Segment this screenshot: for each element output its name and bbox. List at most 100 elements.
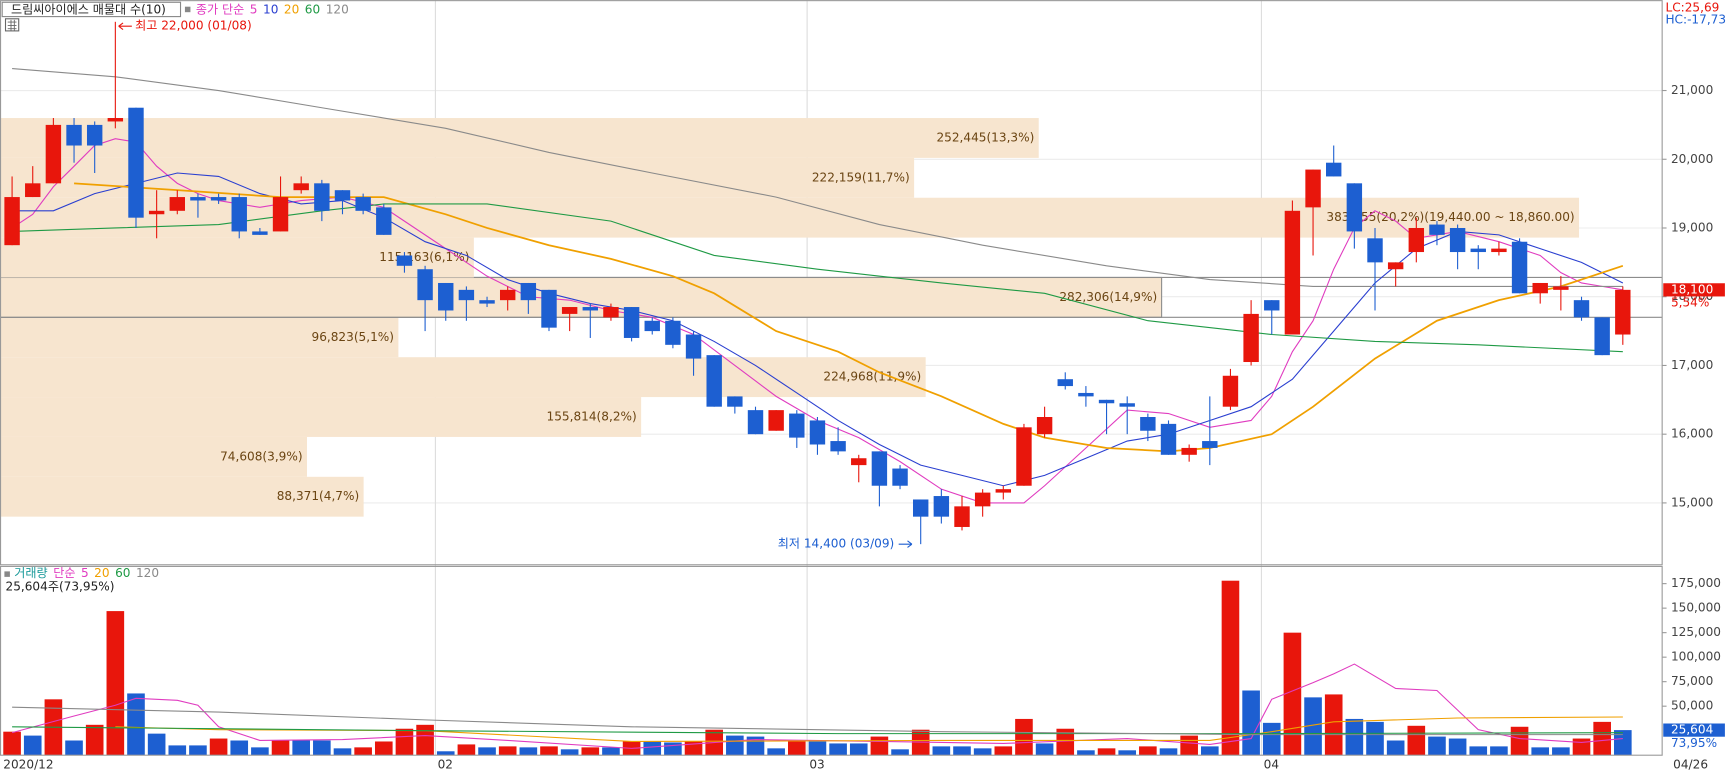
y-tick-label: 16,000 bbox=[1671, 427, 1713, 441]
volume-bar bbox=[478, 747, 496, 756]
legend-entry: 120 bbox=[326, 2, 349, 16]
y-tick-label: 15,000 bbox=[1671, 495, 1713, 509]
profile-label: 74,608(3,9%) bbox=[220, 449, 302, 463]
volume-bar bbox=[1428, 736, 1446, 756]
volume-bar bbox=[1056, 728, 1075, 756]
volume-bar bbox=[3, 731, 21, 756]
profile-label: 88,371(4,7%) bbox=[277, 489, 359, 503]
candle-body bbox=[541, 289, 557, 328]
price-ma-line bbox=[74, 182, 1624, 453]
volume-bar bbox=[1324, 694, 1343, 756]
candle-body bbox=[86, 124, 103, 146]
volume-bar bbox=[1448, 738, 1467, 756]
candle-body bbox=[479, 300, 495, 304]
candle-body bbox=[417, 269, 433, 301]
candle-body bbox=[1553, 286, 1569, 290]
volume-bar bbox=[787, 741, 806, 756]
volume-legend-entry: 20 bbox=[94, 566, 109, 580]
volume-bar bbox=[994, 746, 1013, 756]
profile-bar bbox=[0, 436, 307, 477]
volume-y-tick-label: 50,000 bbox=[1671, 699, 1713, 713]
volume-bar bbox=[251, 747, 269, 756]
candle-body bbox=[355, 197, 371, 211]
volume-bar bbox=[1490, 746, 1508, 756]
volume-bar bbox=[1304, 697, 1322, 756]
candle-body bbox=[293, 183, 309, 191]
candle-body bbox=[1511, 241, 1528, 294]
candle-body bbox=[974, 492, 991, 507]
volume-y-tick-label: 100,000 bbox=[1671, 650, 1721, 664]
volume-bar bbox=[1614, 730, 1632, 756]
volume-y-tick-label: 150,000 bbox=[1671, 601, 1721, 615]
profile-bar bbox=[0, 276, 1163, 318]
legend-entry: 5 bbox=[250, 2, 258, 16]
settings-icon-grid bbox=[7, 19, 17, 31]
candle-body bbox=[747, 410, 764, 435]
volume-ma-line bbox=[11, 663, 1623, 749]
profile-bar bbox=[0, 397, 642, 437]
candle-body bbox=[871, 451, 888, 486]
title-box bbox=[1, 1, 182, 18]
volume-bar bbox=[1262, 722, 1281, 756]
candle-body bbox=[334, 190, 351, 201]
candle-body bbox=[1202, 441, 1218, 448]
volume-legend-title: 거래량 bbox=[14, 566, 47, 580]
y-tick-label: 20,000 bbox=[1671, 152, 1713, 166]
volume-bar bbox=[498, 746, 517, 756]
profile-bar bbox=[0, 157, 915, 198]
volume-bar bbox=[1345, 718, 1364, 756]
volume-bar bbox=[209, 738, 228, 756]
volume-summary: 25,604주(73,95%) bbox=[6, 579, 115, 593]
price-tag-label: 18,100 bbox=[1671, 282, 1713, 296]
candle-body bbox=[520, 282, 537, 301]
candle-body bbox=[231, 197, 247, 232]
candle-body bbox=[1449, 227, 1466, 253]
volume-bar bbox=[953, 746, 971, 756]
candle-body bbox=[1615, 289, 1631, 335]
candle-layer bbox=[4, 21, 1631, 545]
legend-entry: 60 bbox=[305, 2, 320, 16]
candle-body bbox=[148, 210, 165, 215]
hc-label: HC:-17,73 bbox=[1665, 12, 1726, 26]
volume-bar bbox=[643, 741, 662, 756]
volume-bar bbox=[1201, 746, 1219, 756]
candle-body bbox=[644, 320, 660, 332]
volume-bar bbox=[560, 749, 579, 756]
profile-label: 224,968(11,9%) bbox=[823, 370, 921, 384]
profile-label: 222,159(11,7%) bbox=[812, 170, 910, 184]
volume-bar bbox=[230, 740, 249, 756]
candle-body bbox=[603, 307, 619, 318]
candle-body bbox=[169, 197, 185, 211]
candle-body bbox=[933, 496, 950, 517]
candle-body bbox=[1429, 224, 1445, 235]
candle-body bbox=[1284, 210, 1301, 335]
volume-bar bbox=[767, 748, 785, 756]
candle-body bbox=[128, 107, 144, 218]
x-tick-label: 2020/12 bbox=[3, 758, 53, 772]
volume-bar bbox=[602, 747, 620, 756]
candle-body bbox=[1305, 169, 1321, 208]
candle-body bbox=[396, 255, 413, 266]
volume-bar bbox=[581, 747, 600, 756]
x-tick-label: 04 bbox=[1264, 758, 1280, 772]
price-tag bbox=[1663, 283, 1725, 297]
volume-bar bbox=[870, 736, 889, 756]
volume-bar bbox=[23, 735, 42, 756]
candle-body bbox=[1470, 248, 1486, 253]
legend-entry: 20 bbox=[284, 2, 299, 16]
candle-body bbox=[4, 197, 20, 246]
volume-ma-line bbox=[12, 706, 1623, 736]
price-change-label: 5,54% bbox=[1671, 296, 1709, 310]
volume-bar bbox=[106, 611, 125, 756]
volume-bar bbox=[1180, 735, 1198, 756]
x-tick-label: 03 bbox=[809, 758, 824, 772]
volume-bar bbox=[932, 746, 951, 756]
volume-bar bbox=[891, 749, 909, 756]
high-annotation: 최고 22,000 (01/08) bbox=[135, 19, 252, 33]
profile-label: 96,823(5,1%) bbox=[312, 330, 394, 344]
profile-bar bbox=[0, 476, 364, 517]
candle-body bbox=[1367, 238, 1383, 263]
volume-bar bbox=[1283, 632, 1302, 756]
